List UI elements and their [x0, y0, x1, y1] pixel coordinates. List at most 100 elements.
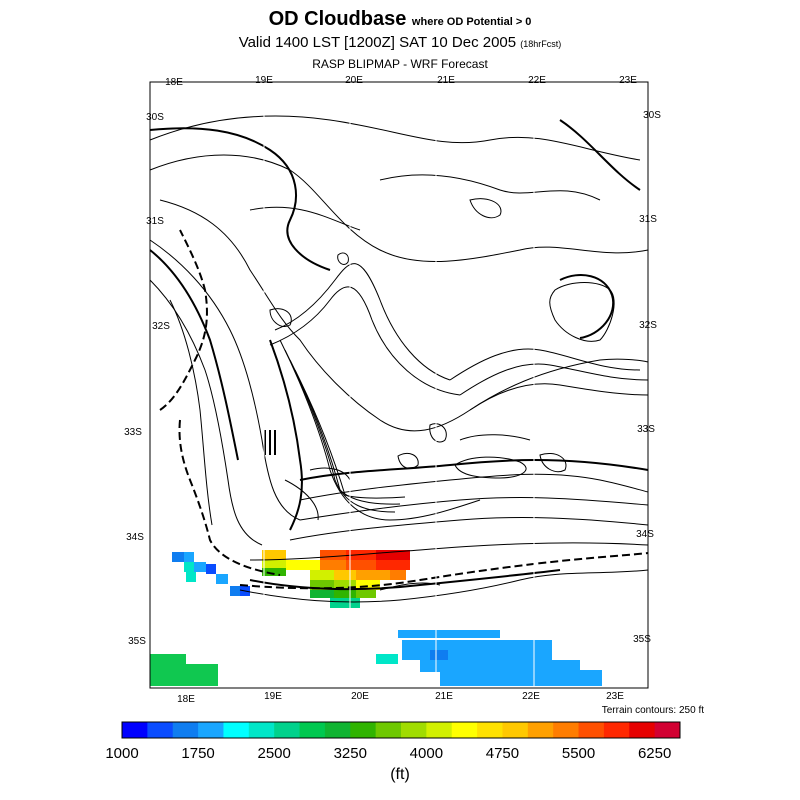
fill-cell — [398, 630, 500, 638]
colorbar-swatch — [248, 722, 275, 738]
colorbar-swatch — [553, 722, 580, 738]
lat-label: 30S — [146, 112, 164, 123]
cloudbase-fill-layer — [150, 550, 602, 686]
lat-label: 34S — [126, 532, 144, 543]
lat-label: 32S — [152, 321, 170, 332]
contour-line — [459, 434, 531, 441]
contour-line — [249, 542, 649, 561]
major-contour — [264, 430, 276, 455]
major-contour — [559, 274, 615, 339]
colorbar-swatch — [578, 722, 605, 738]
lat-label: 35S — [128, 636, 146, 647]
colorbar-swatch — [223, 722, 250, 738]
fill-cell — [346, 550, 376, 560]
contour-line — [149, 115, 641, 161]
fill-cell — [310, 570, 334, 580]
contour-line — [539, 453, 567, 473]
contour-line — [299, 473, 649, 501]
fill-cell — [334, 580, 356, 590]
fill-cell — [560, 660, 580, 686]
contour-line — [159, 199, 649, 432]
fill-cell — [230, 586, 240, 596]
colorbar-swatch — [198, 722, 224, 738]
contour-line — [379, 174, 601, 201]
terrain-contour-note: Terrain contours: 250 ft — [601, 705, 704, 716]
fill-cell — [194, 562, 206, 572]
contour-line — [309, 467, 351, 481]
lat-label: 31S — [146, 216, 164, 227]
colorbar-swatch — [629, 722, 656, 738]
valid-text: Valid 1400 LST [1200Z] SAT 10 Dec 2005 — [238, 34, 517, 51]
fill-cell — [356, 580, 380, 590]
lon-label: 21E — [435, 691, 453, 702]
contour-line — [149, 239, 301, 521]
colorbar-unit: (ft) — [390, 766, 410, 783]
right-latitude-labels: 30S 31S 32S 33S 34S 35S — [633, 110, 661, 645]
source-label: RASP BLIPMAP - WRF Forecast — [312, 57, 488, 71]
colorbar-swatches — [121, 721, 681, 739]
fill-cell — [376, 654, 398, 664]
fill-cell — [216, 574, 228, 584]
colorbar-label: 1000 — [105, 745, 138, 762]
contour-line — [269, 286, 461, 396]
contour-line — [454, 456, 527, 479]
major-contour — [149, 249, 239, 461]
colorbar-swatch — [299, 722, 326, 738]
contour-line — [449, 348, 641, 381]
coastline — [159, 229, 649, 590]
colorbar-label: 1750 — [181, 745, 214, 762]
colorbar-swatch — [502, 722, 529, 738]
lat-label: 31S — [639, 214, 657, 225]
coastline-segment — [159, 229, 208, 411]
colorbar-label: 4000 — [410, 745, 443, 762]
colorbar-swatch — [603, 722, 630, 738]
colorbar-swatch — [172, 722, 199, 738]
title-main: OD Cloudbase — [268, 8, 407, 30]
contour-line — [279, 339, 481, 521]
fill-cell — [262, 550, 286, 560]
colorbar-swatch — [350, 722, 377, 738]
lon-label: 22E — [522, 691, 540, 702]
major-contour — [149, 127, 331, 271]
lon-label: 19E — [264, 691, 282, 702]
colorbar-swatch — [375, 722, 402, 738]
contour-line — [289, 359, 401, 505]
contour-line — [469, 198, 502, 219]
fill-cell — [310, 590, 334, 598]
fill-cell — [286, 560, 320, 570]
contour-line — [269, 308, 292, 327]
contour-line — [459, 363, 649, 396]
colorbar-swatch — [324, 722, 351, 738]
contour-line — [274, 263, 451, 381]
contour-line — [549, 282, 615, 342]
colorbar-swatch — [527, 722, 554, 738]
terrain-contour-layer — [149, 115, 649, 603]
fill-cell — [150, 654, 186, 686]
contour-line — [397, 452, 419, 469]
lon-label: 23E — [619, 75, 637, 86]
colorbar-swatch — [426, 722, 453, 738]
lon-label: 20E — [345, 75, 363, 86]
major-contour — [559, 119, 641, 191]
colorbar-label: 6250 — [638, 745, 671, 762]
lat-lon-grid — [263, 82, 535, 688]
fill-cell — [172, 552, 184, 562]
fill-cell — [356, 590, 376, 598]
fill-cell — [334, 590, 356, 598]
map-frame — [149, 81, 649, 689]
lon-label: 22E — [528, 75, 546, 86]
colorbar-swatch — [401, 722, 427, 738]
fill-cell — [186, 572, 196, 582]
contour-line — [299, 497, 649, 521]
top-longitude-labels: 18E 19E 20E 21E 22E 23E — [165, 75, 637, 88]
fill-cell — [186, 664, 218, 686]
fill-cell — [262, 568, 286, 576]
contour-line — [149, 154, 649, 262]
fill-cell — [184, 552, 194, 562]
major-contour — [269, 339, 303, 531]
contour-line — [239, 569, 649, 603]
contour-line — [289, 517, 649, 541]
fill-cell — [346, 560, 376, 570]
fill-cell — [390, 570, 406, 580]
